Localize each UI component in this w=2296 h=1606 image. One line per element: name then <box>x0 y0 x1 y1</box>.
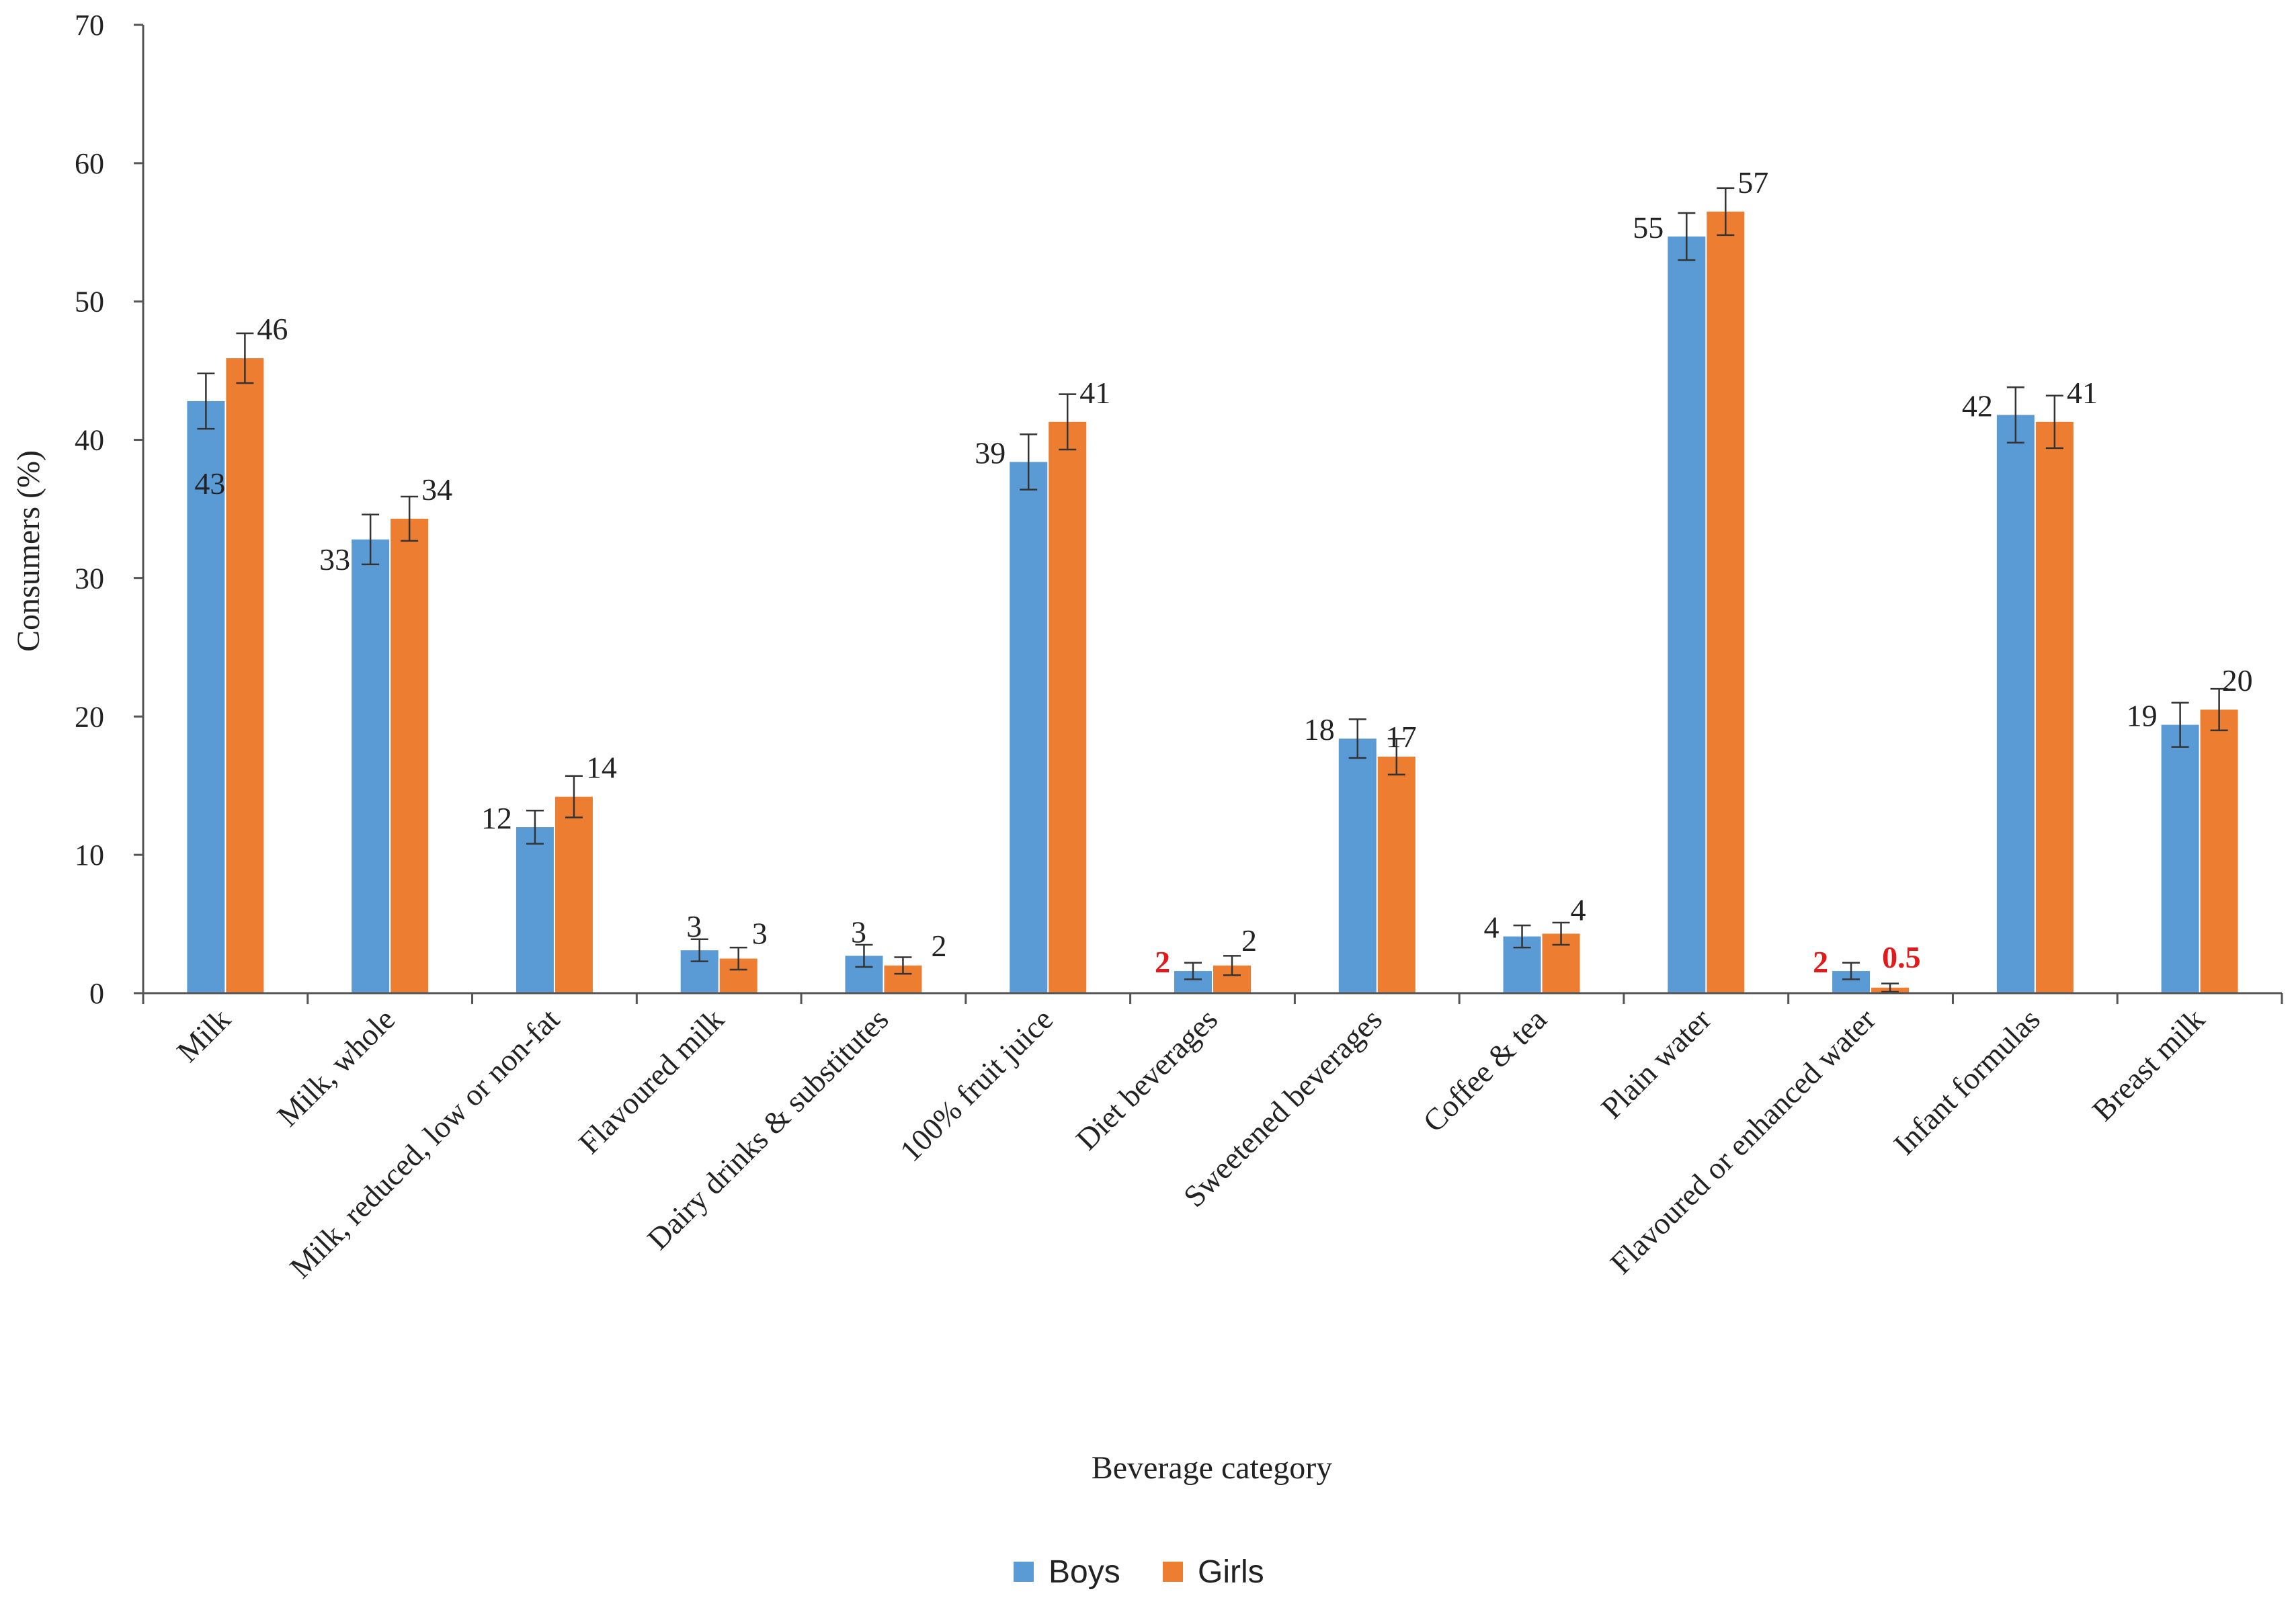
bar-boys <box>187 400 225 993</box>
y-tick-label: 0 <box>89 977 104 1010</box>
data-label-girls: 46 <box>257 312 288 346</box>
data-label-boys: 55 <box>1633 210 1664 245</box>
bar-boys <box>516 827 554 993</box>
data-label-boys: 12 <box>481 801 512 835</box>
data-label-girls: 14 <box>586 751 617 785</box>
data-label-boys: 4 <box>1484 911 1500 945</box>
data-label-girls: 34 <box>421 472 452 507</box>
bar-boys <box>1996 415 2035 993</box>
bar-girls <box>1707 211 1745 994</box>
legend-swatch-boys <box>1014 1562 1034 1582</box>
bar-girls <box>1377 756 1416 993</box>
data-label-girls: 20 <box>2222 663 2253 698</box>
data-label-girls: 41 <box>1079 376 1110 410</box>
x-category-label: Diet beverages <box>1069 1002 1224 1156</box>
data-label-girls: 57 <box>1737 165 1768 200</box>
x-category-label: Milk <box>170 1002 237 1068</box>
bar-girls <box>2035 421 2074 993</box>
data-label-girls: 2 <box>931 929 946 963</box>
y-tick-label: 70 <box>75 9 104 42</box>
bar-girls <box>1049 421 1087 993</box>
bar-girls <box>555 796 593 993</box>
y-tick-label: 10 <box>75 839 104 872</box>
bar-boys <box>352 539 390 993</box>
bar-boys <box>2161 724 2199 993</box>
data-label-boys: 2 <box>1813 945 1828 979</box>
data-label-boys: 43 <box>194 466 225 501</box>
data-label-girls: 4 <box>1571 892 1586 927</box>
data-label-girls: 41 <box>2067 376 2098 410</box>
bar-girls <box>2200 709 2238 993</box>
data-label-boys: 42 <box>1962 389 1993 423</box>
x-category-label: Infant formulas <box>1887 1002 2046 1161</box>
y-tick-label: 60 <box>75 147 104 180</box>
y-tick-label: 50 <box>75 286 104 319</box>
x-category-label: Coffee & tea <box>1416 1002 1553 1138</box>
data-label-boys: 3 <box>851 915 866 949</box>
error-bars <box>197 187 2228 993</box>
bar-boys <box>1338 738 1377 993</box>
x-category-label: Milk, reduced, low or non-fat <box>283 1002 566 1285</box>
x-category-label: Plain water <box>1594 1002 1717 1125</box>
data-label-girls: 2 <box>1241 923 1257 958</box>
bar-girls <box>226 358 264 993</box>
legend-label-girls: Girls <box>1198 1554 1264 1590</box>
bar-boys <box>1010 462 1048 993</box>
y-tick-label: 40 <box>75 424 104 457</box>
legend-label-boys: Boys <box>1049 1554 1120 1590</box>
legend-swatch-girls <box>1163 1562 1183 1582</box>
x-category-label: 100% fruit juice <box>893 1002 1059 1168</box>
x-category-label: Milk, whole <box>270 1002 401 1133</box>
data-label-boys: 18 <box>1304 712 1335 747</box>
data-label-boys: 39 <box>975 436 1006 470</box>
x-axis-title: Beverage category <box>1092 1450 1332 1486</box>
bars <box>187 211 2238 994</box>
data-label-boys: 3 <box>686 909 702 943</box>
y-tick-label: 30 <box>75 562 104 595</box>
data-label-girls: 17 <box>1386 720 1417 754</box>
data-label-boys: 33 <box>319 542 350 577</box>
data-label-girls: 0.5 <box>1882 940 1921 974</box>
data-label-boys: 2 <box>1155 945 1170 979</box>
bar-boys <box>1668 236 1706 993</box>
x-category-label: Breast milk <box>2086 1002 2211 1128</box>
y-tick-label: 20 <box>75 700 104 733</box>
legend: Boys Girls <box>1014 1554 1264 1590</box>
bar-girls <box>391 518 429 993</box>
data-label-boys: 19 <box>2127 699 2158 733</box>
y-axis: 0 10 20 30 40 50 60 70 <box>75 9 145 1010</box>
x-category-label: Flavoured or enhanced water <box>1604 1002 1882 1280</box>
data-label-girls: 3 <box>752 917 768 951</box>
x-category-label: Flavoured milk <box>572 1002 731 1160</box>
y-axis-title: Consumers (%) <box>11 450 46 652</box>
